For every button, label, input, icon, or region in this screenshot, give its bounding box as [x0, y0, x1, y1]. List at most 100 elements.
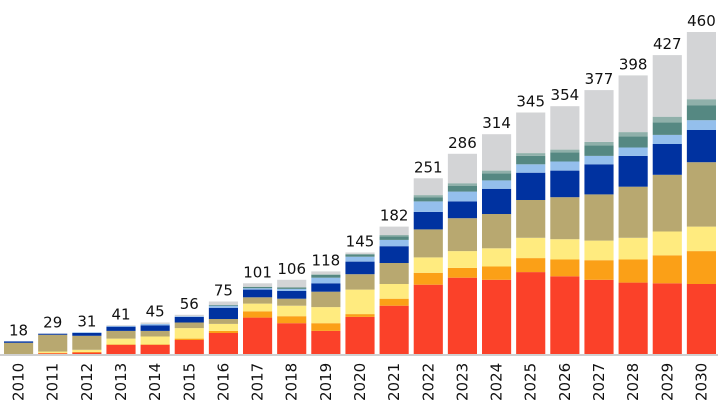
x-tick-label-2017: 2017	[249, 363, 267, 401]
bar-segment-2018-series-5	[277, 291, 307, 299]
bar-segment-2024-series-2	[482, 266, 512, 280]
bar-segment-2026-series-2	[550, 259, 580, 277]
bar-segment-2028-series-2	[618, 259, 648, 283]
bar-segment-2019-series-5	[311, 283, 341, 292]
bar-segment-2020-series-1	[345, 316, 375, 354]
bar-segment-2012-series-3	[72, 349, 102, 352]
bar-segment-2020-series-8	[345, 253, 375, 255]
bar-segment-2024-series-5	[482, 188, 512, 214]
bar-segment-2017-series-7	[243, 286, 273, 289]
bar-segment-2028-series-5	[618, 155, 648, 187]
bar-segment-2019-series-2	[311, 323, 341, 331]
bar-segment-2029-series-5	[652, 144, 682, 175]
total-label-2029: 427	[653, 35, 682, 53]
bar-segment-2029-series-1	[652, 283, 682, 354]
bar-segment-2026-series-3	[550, 239, 580, 260]
bar-segment-2016-series-5	[208, 307, 238, 319]
bar-segment-2013-series-5	[106, 326, 136, 331]
bar-segment-2026-series-4	[550, 197, 580, 240]
bar-segment-2023-series-5	[447, 201, 477, 219]
total-label-2028: 398	[619, 55, 648, 73]
bar-segment-2016-series-6	[208, 305, 238, 308]
bar-segment-2011-series-5	[38, 333, 68, 335]
x-tick-label-2024: 2024	[488, 363, 506, 401]
total-label-2011: 29	[43, 314, 62, 332]
bar-segment-2012-series-6	[72, 332, 102, 333]
bar-segment-2028-series-3	[618, 237, 648, 260]
bar-segment-2016-series-7	[208, 305, 238, 306]
bar-segment-2015-series-1	[174, 340, 204, 354]
bar-segment-2024-series-7	[482, 173, 512, 181]
bar-segment-2012-series-4	[72, 335, 102, 350]
bar-segment-2014-series-1	[140, 344, 170, 354]
x-tick-labels-group: 2010 2011 2012 2013 2014 2015 2016 2017 2018 2019…	[10, 363, 711, 401]
bar-segment-2028-series-4	[618, 186, 648, 238]
bar-segment-2018-series-7	[277, 287, 307, 289]
bar-segment-2030-series-7	[686, 105, 716, 121]
bar-segment-2012-series-5	[72, 333, 102, 336]
bar-segment-2018-series-3	[277, 305, 307, 317]
x-tick-label-2010: 2010	[10, 363, 28, 401]
bar-segment-2027-series-2	[584, 260, 614, 280]
bar-segment-2016-series-4	[208, 319, 238, 324]
bar-segment-2021-series-8	[379, 235, 409, 237]
bar-segment-2018-series-2	[277, 316, 307, 324]
bar-segment-2017-series-5	[243, 289, 273, 298]
x-tick-label-2029: 2029	[658, 363, 676, 401]
bar-segment-2015-series-4	[174, 322, 204, 329]
total-label-2013: 41	[111, 305, 130, 323]
bar-segment-2018-series-1	[277, 323, 307, 354]
bar-segment-2020-series-3	[345, 289, 375, 315]
bar-segment-2023-series-3	[447, 251, 477, 268]
bar-segment-2020-series-9	[345, 252, 375, 254]
x-tick-label-2023: 2023	[453, 363, 471, 401]
bar-segment-2030-series-4	[686, 162, 716, 227]
bar-segment-2022-series-3	[413, 257, 443, 273]
bar-segment-2014-series-6	[140, 323, 170, 326]
bar-segment-2023-series-8	[447, 183, 477, 186]
bar-segment-2028-series-1	[618, 282, 648, 354]
bar-segment-2029-series-9	[652, 55, 682, 117]
bar-segment-2011-series-3	[38, 351, 68, 353]
bar-segment-2013-series-6	[106, 326, 136, 327]
x-tick-label-2012: 2012	[78, 363, 96, 401]
total-labels-group: 18 29 31 41 45 56 75 101 106 118 145 182 251 286 314 34…	[9, 12, 716, 339]
bar-segment-2014-series-4	[140, 330, 170, 337]
bar-segment-2026-series-1	[550, 276, 580, 354]
bar-segment-2015-series-5	[174, 316, 204, 323]
total-label-2025: 345	[516, 93, 545, 111]
bar-segment-2024-series-6	[482, 180, 512, 189]
bar-segment-2023-series-4	[447, 218, 477, 252]
bar-segment-2027-series-1	[584, 279, 614, 354]
total-label-2014: 45	[146, 303, 165, 321]
bar-segment-2030-series-2	[686, 251, 716, 284]
bar-segment-2021-series-6	[379, 239, 409, 247]
bar-segment-2016-series-3	[208, 323, 238, 331]
bar-segment-2014-series-5	[140, 325, 170, 331]
bar-segment-2015-series-3	[174, 328, 204, 339]
x-tick-label-2022: 2022	[419, 363, 437, 401]
x-tick-label-2021: 2021	[385, 363, 403, 401]
bar-segment-2021-series-3	[379, 284, 409, 299]
total-label-2015: 56	[180, 295, 199, 313]
bar-segment-2018-series-9	[277, 279, 307, 288]
bar-segment-2027-series-7	[584, 145, 614, 156]
bar-segment-2022-series-1	[413, 284, 443, 354]
bar-segment-2011-series-4	[38, 334, 68, 352]
bar-segment-2027-series-5	[584, 164, 614, 195]
x-tick-label-2027: 2027	[590, 363, 608, 401]
bar-segment-2027-series-8	[584, 141, 614, 146]
x-tick-label-2015: 2015	[180, 363, 198, 401]
bar-segment-2025-series-5	[516, 172, 546, 200]
bar-segment-2030-series-6	[686, 120, 716, 130]
bar-segment-2027-series-3	[584, 240, 614, 261]
bar-segment-2026-series-6	[550, 161, 580, 171]
bar-segment-2021-series-1	[379, 305, 409, 354]
bar-segment-2026-series-8	[550, 149, 580, 153]
bar-segment-2013-series-1	[106, 344, 136, 354]
bar-segment-2022-series-7	[413, 197, 443, 202]
bar-segment-2013-series-9	[106, 325, 136, 326]
x-tick-label-2018: 2018	[283, 363, 301, 401]
x-tick-label-2016: 2016	[214, 363, 232, 401]
total-label-2020: 145	[346, 233, 375, 251]
